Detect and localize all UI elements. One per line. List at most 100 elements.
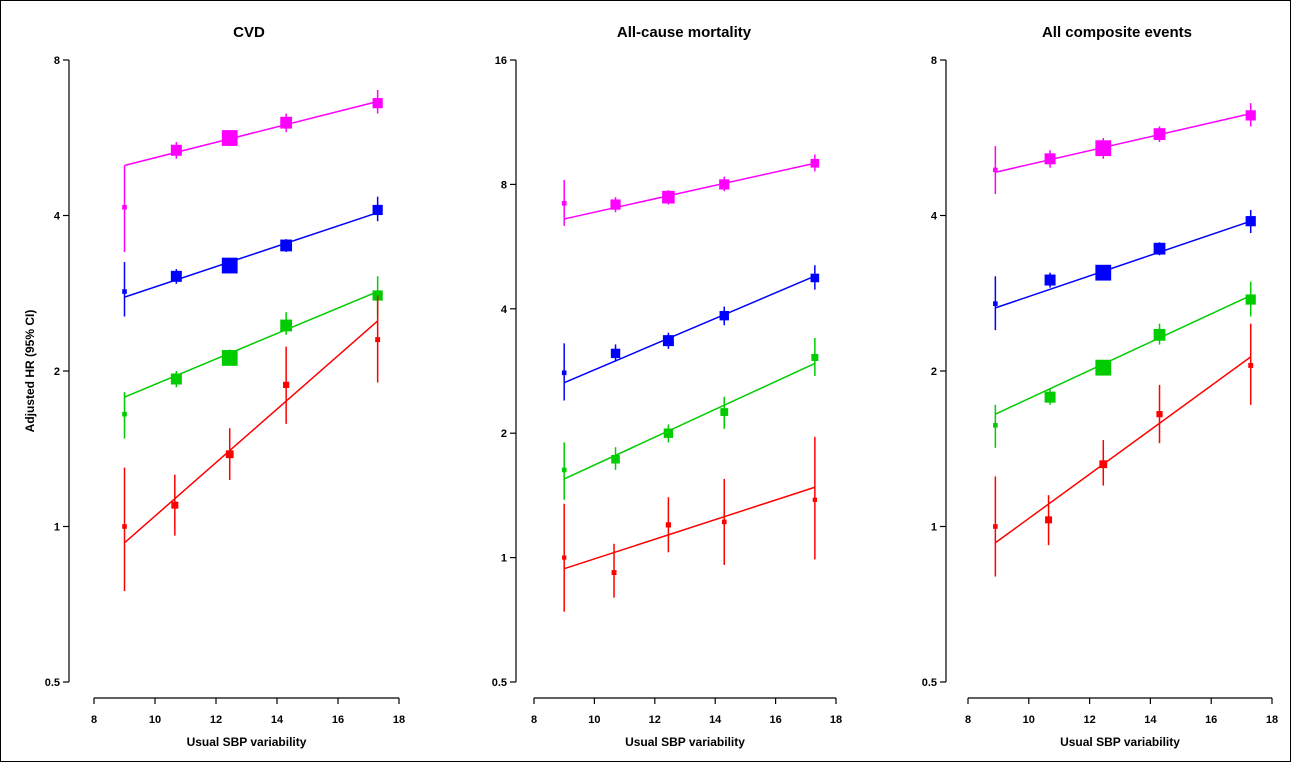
panel-1-y-tick-label: 0.5: [45, 677, 60, 689]
panel-2-series-3-point: [720, 408, 729, 416]
panel-1-series-3-fit-line: [124, 290, 378, 398]
panel-1-title: CVD: [233, 24, 265, 41]
panel-2-series-4-point: [611, 570, 617, 576]
panel-1-series-3-point: [122, 411, 127, 417]
panel-2-series-3-point: [663, 428, 674, 438]
panel-3-series-2-point: [993, 301, 998, 306]
panel-3-series-3-point: [1044, 391, 1056, 403]
panel-1-x-tick-label: 8: [91, 714, 97, 726]
panel-1-series-3-point: [170, 373, 182, 385]
panel-1-x-tick-label: 14: [271, 714, 284, 726]
panel-2-x-axis-label: Usual SBP variability: [625, 735, 745, 749]
panel-3-series-1-point: [1153, 128, 1166, 140]
panel-2-x-tick-label: 18: [830, 714, 842, 726]
panel-1-x-tick-label: 10: [149, 714, 161, 726]
panel-1-series-2-point: [372, 204, 383, 216]
panel-1-series-3-point: [221, 350, 238, 366]
panel-2-y-tick-label: 4: [501, 304, 508, 316]
panel-1-series-4-fit-line: [124, 320, 379, 544]
panel-2-series-4-point: [812, 497, 817, 502]
panel-3-series-3-point: [1245, 294, 1256, 305]
panel-3-series-2-point: [1245, 216, 1256, 227]
panel-2-series-1-fit-line: [564, 162, 816, 220]
panel-3-series-1-point: [993, 167, 998, 173]
panel-3-y-tick-label: 1: [931, 522, 937, 534]
panel-1-series-2-point: [170, 270, 182, 282]
panel-2-title: All-cause mortality: [617, 24, 752, 41]
panel-3-series-3-point: [993, 423, 998, 428]
panel-2-y-tick-label: 2: [501, 428, 507, 440]
panel-3-title: All composite events: [1042, 24, 1192, 41]
panel-3-y-tick-label: 2: [931, 366, 937, 378]
panel-1-series-3-point: [280, 319, 293, 332]
panel-3-x-tick-label: 8: [965, 714, 971, 726]
panel-2-x-tick-label: 10: [588, 714, 600, 726]
panel-1-y-tick-label: 4: [54, 211, 61, 223]
panel-2-series-4-point: [665, 522, 672, 528]
panel-2-x-tick-label: 16: [769, 714, 781, 726]
panel-1-y-tick-label: 1: [54, 522, 60, 534]
panel-2-series-2-point: [662, 335, 674, 347]
panel-3-y-tick-label: 4: [931, 211, 938, 223]
panel-3-series-2-point: [1095, 264, 1112, 281]
panel-2-series-2-point: [561, 370, 567, 376]
panel-2-y-tick-label: 8: [501, 179, 507, 191]
panel-3-x-tick-label: 14: [1144, 714, 1157, 726]
panel-3-series-4-point: [1156, 411, 1163, 418]
panel-1-y-tick-label: 2: [54, 366, 60, 378]
panel-1-x-axis-label: Usual SBP variability: [187, 735, 307, 749]
panel-3-x-tick-label: 16: [1205, 714, 1217, 726]
panel-3-series-1-point: [1044, 153, 1056, 165]
panel-1-series-2-point: [280, 239, 293, 252]
panel-2-series-3-fit-line: [563, 362, 816, 480]
panel-1-x-tick-label: 16: [332, 714, 344, 726]
panel-3-x-tick-label: 10: [1023, 714, 1035, 726]
panel-2-x-tick-label: 14: [709, 714, 722, 726]
panel-1-series-1-point: [170, 144, 182, 156]
panel-1-series-2-point: [221, 257, 238, 274]
panel-1-series-4-point: [122, 524, 127, 529]
panel-1-y-axis-label: Adjusted HR (95% CI): [23, 310, 37, 433]
panel-2-y-tick-label: 16: [495, 55, 507, 67]
panel-3-y-tick-label: 8: [931, 55, 937, 67]
panel-2-x-tick-label: 12: [649, 714, 661, 726]
panel-1-series-1-point: [122, 204, 127, 210]
panel-2-series-4-point: [721, 519, 727, 525]
panel-2-y-tick-label: 1: [501, 553, 507, 565]
panel-3-series-4-point: [1248, 363, 1254, 368]
panel-3-series-3-point: [1153, 328, 1166, 341]
panel-3-series-4-point: [1045, 516, 1053, 524]
panel-3-series-1-point: [1095, 140, 1112, 157]
panel-2-series-1-point: [610, 199, 621, 210]
panel-1-series-2-fit-line: [124, 212, 378, 298]
panel-2-series-2-point: [719, 310, 729, 321]
panel-2-series-1-point: [810, 158, 820, 168]
panel-1-series-1-point: [280, 116, 293, 129]
panel-2-series-2-point: [810, 273, 820, 283]
panel-2-series-1-point: [561, 201, 567, 206]
panel-3-series-4-point: [1099, 460, 1108, 469]
panel-3-x-tick-label: 12: [1083, 714, 1095, 726]
panel-3-series-4-fit-line: [994, 356, 1252, 544]
panel-3-series-2-fit-line: [995, 220, 1251, 309]
panel-2-series-3-point: [561, 467, 567, 473]
panel-2-series-4-fit-line: [563, 486, 816, 570]
panel-3-series-1-point: [1245, 110, 1256, 121]
panel-1-y-tick-label: 8: [54, 55, 60, 67]
panel-1-series-4-point: [225, 450, 234, 459]
panel-1-x-tick-label: 12: [210, 714, 222, 726]
panel-3-series-1-fit-line: [995, 112, 1251, 174]
panel-2-x-tick-label: 8: [531, 714, 537, 726]
panel-3-x-axis-label: Usual SBP variability: [1060, 735, 1180, 749]
panel-2-series-3-point: [811, 353, 819, 361]
panel-3-x-tick-label: 18: [1266, 714, 1278, 726]
panel-1-series-4-point: [171, 501, 179, 509]
panel-3-series-3-fit-line: [995, 294, 1252, 415]
panel-3-series-2-point: [1044, 274, 1056, 286]
panel-1-series-1-point: [221, 130, 238, 146]
panel-2-series-3-point: [611, 454, 620, 464]
panel-2-y-tick-label: 0.5: [492, 677, 507, 689]
panel-1-series-2-point: [122, 289, 127, 294]
